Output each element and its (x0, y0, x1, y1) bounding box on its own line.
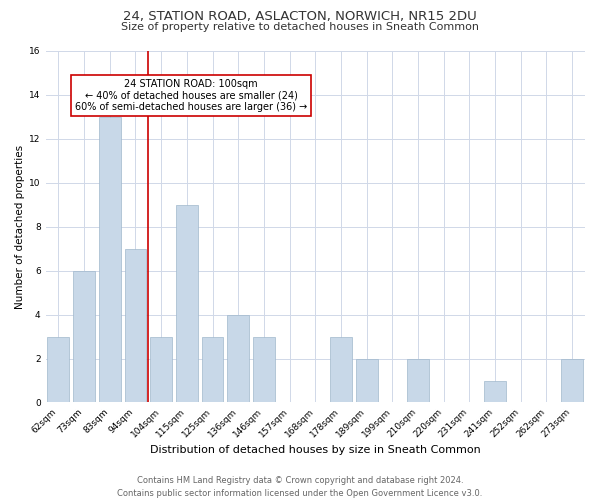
Bar (227, 314, 249, 402)
Bar (561, 358, 583, 403)
Bar (125, 248, 146, 402)
Text: Size of property relative to detached houses in Sneath Common: Size of property relative to detached ho… (121, 22, 479, 32)
Bar (202, 336, 223, 402)
Bar (47, 336, 69, 402)
Y-axis label: Number of detached properties: Number of detached properties (15, 144, 25, 309)
Bar (253, 336, 275, 402)
Bar (407, 358, 429, 403)
Text: 24, STATION ROAD, ASLACTON, NORWICH, NR15 2DU: 24, STATION ROAD, ASLACTON, NORWICH, NR1… (123, 10, 477, 23)
Text: 24 STATION ROAD: 100sqm
← 40% of detached houses are smaller (24)
60% of semi-de: 24 STATION ROAD: 100sqm ← 40% of detache… (75, 79, 307, 112)
Bar (73, 270, 95, 402)
Bar (99, 117, 121, 403)
Bar (356, 358, 377, 403)
Bar (176, 205, 198, 402)
X-axis label: Distribution of detached houses by size in Sneath Common: Distribution of detached houses by size … (150, 445, 481, 455)
Bar (484, 380, 506, 402)
Bar (150, 336, 172, 402)
Bar (330, 336, 352, 402)
Text: Contains HM Land Registry data © Crown copyright and database right 2024.
Contai: Contains HM Land Registry data © Crown c… (118, 476, 482, 498)
